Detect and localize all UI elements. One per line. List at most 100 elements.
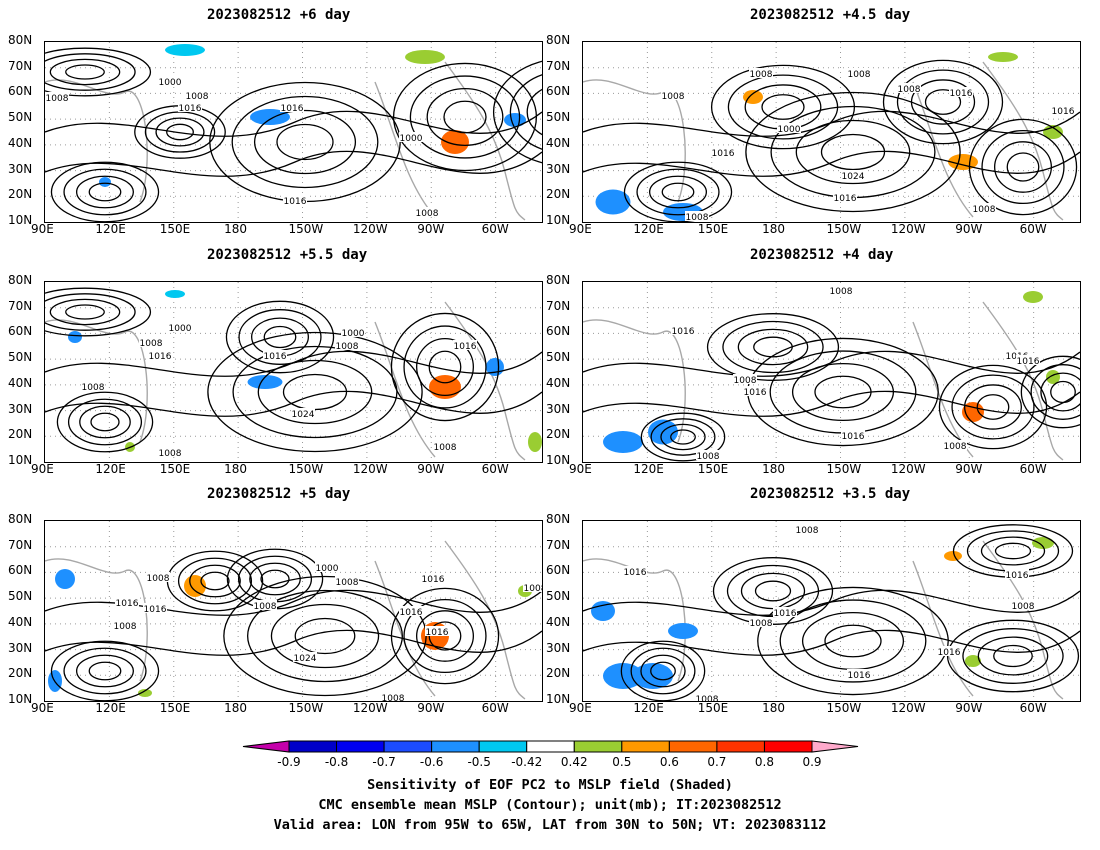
lat-tick-label: 80N [8,33,33,47]
isobar-contour [583,589,1080,616]
map-canvas: 100810161008101610161016101610081008 [583,282,1080,462]
sensitivity-shading [595,189,631,215]
isobar-contour [238,309,322,365]
colorbar-segment [288,740,338,753]
isobar-contour [745,91,961,213]
lon-tick-label: 120E [95,701,126,715]
colorbar-label: 0.42 [561,755,588,769]
sensitivity-shading [68,331,82,343]
contour-label: 1016 [284,197,307,207]
contour-label-bg [335,340,359,350]
isobar-contour [260,569,290,589]
contour-label-bg [158,447,182,457]
contour-label: 1016 [624,568,647,578]
colorbar-segment [763,740,813,753]
isobar-contour [189,564,241,598]
lat-tick-label: 60N [8,84,33,99]
isobar-contour [980,536,1046,566]
contour-label: 1008 [796,526,819,536]
lon-tick-label: 120E [633,222,664,236]
contour-label-bg [253,600,277,610]
footer-line-1: Sensitivity of EOF PC2 to MSLP field (Sh… [367,777,733,793]
isobar-contour [155,117,205,147]
isobar-contour [993,141,1052,193]
isobar-contour [50,640,160,701]
lat-tick-label: 40N [8,135,33,150]
isobar-contour [426,88,504,147]
map-panel: 100810161008101610161016101610081008 [582,281,1081,463]
isobar-contour [65,304,105,320]
isobar-contour [1030,364,1080,420]
contour-label-bg [733,374,757,384]
lat-tick-label: 40N [546,135,571,150]
isobar-contour [583,390,1080,417]
colorbar-label: -0.7 [372,755,395,769]
isobar-contour [403,598,487,674]
lat-tick-label: 10N [546,692,571,706]
sensitivity-shading [165,44,205,56]
contour-label-bg [523,582,542,592]
contour-label-bg [293,652,317,662]
contour-label-bg [623,566,647,576]
lon-tick-label: 90W [417,701,445,715]
contour-label-bg [185,90,209,100]
lat-tick-label: 80N [546,512,571,526]
isobar-contour [177,557,253,605]
lon-tick-label: 180 [224,701,248,715]
contour-label-bg [291,408,315,418]
contour-label: 1008 [159,449,182,459]
lat-tick-label: 50N [8,589,33,604]
isobar-contour [649,175,708,209]
isobar-contour [56,391,154,453]
contour-label-bg [897,83,921,93]
contour-label: 1016 [774,609,797,619]
lon-tick-label: 150W [826,222,862,236]
contour-label: 1016 [848,671,871,681]
isobar-contour [45,47,152,97]
lat-tick-label: 80N [546,33,571,47]
contour-label-bg [1005,569,1029,579]
lat-tick-label: 30N [546,640,571,655]
sensitivity-shading [405,50,445,64]
isobar-contour [45,150,542,177]
sensitivity-shading [138,689,152,697]
isobar-contour [45,350,542,377]
coastline [45,540,526,700]
sensitivity-shading [1032,537,1054,549]
contour-label: 1008 [336,578,359,588]
sensitivity-shading [250,109,290,125]
contour-label: 1008 [1012,602,1035,612]
map-panel: 1008 1016 1016 1008 1016 1016 1016 1008 1008 [582,520,1081,702]
lon-tick-label: 120W [890,462,926,476]
contour-label-bg [453,340,477,350]
lat-tick-label: 30N [8,401,33,416]
isobar-contour [640,654,686,688]
contour-label-bg [773,607,797,617]
lat-tick-label: 60N [8,324,33,339]
coastline [583,540,1064,700]
panel-title: 2023082512 +5 day [207,486,351,502]
lat-tick-label: 10N [8,692,33,706]
isobar-contour [88,661,122,681]
colorbar-segment [621,740,670,753]
contour-label: 1016 [264,352,287,362]
contour-label: 1008 [696,695,719,701]
isobar-contour [409,75,521,159]
isobar-contour [45,629,542,656]
contour-label-bg [168,322,192,332]
contour-label-bg [143,603,167,613]
contour-label-bg [421,573,445,583]
contour-label-bg [45,92,69,102]
map-canvas: 1000 1008 1016 1016 1000 1008 1016 1024 1008 1008… [45,282,542,462]
contour-label: 1016 [144,605,167,615]
isobar-contour [1006,152,1040,182]
contour-label: 1024 [294,654,317,664]
lon-tick-label: 180 [762,462,786,476]
isobar-contour [63,647,147,695]
isobar-contour [636,168,720,216]
lat-tick-label: 70N [546,58,571,73]
contour-label: 1008 [750,619,773,629]
isobar-contour [754,580,792,602]
lat-tick-label: 40N [8,614,33,629]
contour-label: 1000 [778,125,801,135]
